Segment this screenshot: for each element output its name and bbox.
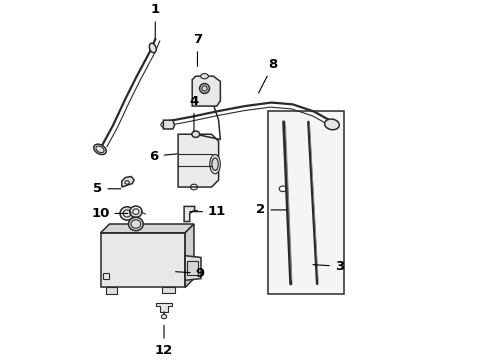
Ellipse shape [210,154,220,174]
Text: 2: 2 [256,203,286,216]
Text: 12: 12 [155,325,173,357]
Polygon shape [156,302,172,312]
Polygon shape [178,134,219,187]
Text: 8: 8 [259,58,278,93]
Ellipse shape [200,73,208,79]
Bar [187,261,198,275]
Text: 1: 1 [150,3,160,38]
Ellipse shape [149,43,156,53]
Polygon shape [100,233,185,287]
Text: 11: 11 [190,205,226,218]
Polygon shape [162,287,174,293]
Ellipse shape [192,131,199,138]
Polygon shape [192,76,220,106]
Ellipse shape [324,119,339,130]
Ellipse shape [94,144,106,154]
Text: 6: 6 [149,149,177,163]
Text: 5: 5 [93,182,121,195]
Ellipse shape [161,315,167,319]
Text: 4: 4 [189,95,198,131]
Bar [268,111,343,294]
Polygon shape [185,256,201,280]
Ellipse shape [199,84,209,93]
Polygon shape [184,206,195,221]
Ellipse shape [161,122,169,127]
Text: 3: 3 [313,260,344,273]
Ellipse shape [128,217,143,231]
Polygon shape [122,176,134,187]
Polygon shape [100,224,194,233]
Text: 9: 9 [175,267,205,280]
Text: 10: 10 [91,207,128,220]
Ellipse shape [130,206,142,217]
Polygon shape [185,224,194,287]
Polygon shape [163,120,174,129]
Ellipse shape [120,207,134,220]
Text: 7: 7 [193,33,202,66]
Polygon shape [106,287,117,294]
